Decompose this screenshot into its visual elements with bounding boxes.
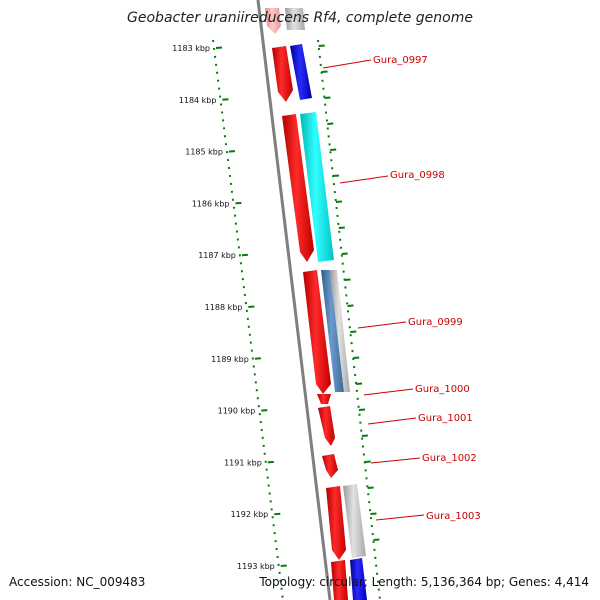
outer-ring-tick-mark — [358, 408, 366, 411]
cds-feature-pink — [265, 8, 281, 34]
outer-ring-tick-mark — [330, 148, 337, 151]
accession-text: Accession: NC_009483 — [9, 575, 146, 589]
gene-label-leader — [339, 175, 389, 184]
ruler-tick-mark — [261, 409, 268, 412]
gene-label: Gura_0998 — [390, 170, 445, 181]
genome-summary-text: Topology: circular; Length: 5,136,364 bp… — [259, 575, 589, 589]
cds-feature-blue — [350, 558, 367, 600]
ruler-tick-mark — [248, 305, 255, 308]
outer-ring-tick-mark — [318, 44, 325, 47]
ruler-ticks: 1183 kbp 1184 kbp 1185 kbp 1186 kbp 1187 kbp… — [172, 44, 287, 571]
outer-dotted-ring — [317, 39, 381, 600]
outer-ring-tick-mark — [373, 538, 380, 541]
ruler-tick-label: 1186 kbp — [192, 199, 230, 208]
outer-ring-tick-mark — [335, 200, 343, 203]
cds-feature-red — [326, 486, 346, 560]
gene-label-leader — [370, 457, 421, 464]
cds-feature-gray — [343, 484, 366, 558]
ruler-tick-mark — [254, 357, 261, 360]
gene-label: Gura_1001 — [418, 413, 473, 424]
ruler-tick-label: 1183 kbp — [172, 44, 210, 53]
cds-feature-red — [317, 394, 331, 404]
outer-ring-tick-mark — [356, 382, 363, 385]
cds-feature-red — [303, 270, 331, 394]
gene-label-leader — [367, 417, 417, 425]
outer-ring-ticks — [318, 44, 380, 541]
ruler-tick-mark — [280, 564, 287, 567]
ruler-tick-label: 1187 kbp — [198, 251, 236, 260]
gene-label-leader — [363, 388, 414, 396]
outer-ring-tick-mark — [353, 356, 360, 359]
outer-ring-tick-mark — [364, 460, 371, 463]
cds-feature-red — [272, 46, 293, 102]
ruler-tick-label: 1190 kbp — [218, 407, 256, 416]
outer-ring-tick-mark — [347, 304, 354, 307]
gene-label: Gura_0999 — [408, 317, 463, 328]
outer-ring-tick-mark — [332, 174, 340, 177]
ruler-tick-mark — [267, 460, 274, 464]
ruler-tick-mark — [235, 201, 242, 205]
ruler-tick-label: 1185 kbp — [185, 148, 223, 157]
ruler-tick-label: 1188 kbp — [205, 303, 243, 312]
cds-feature-gray — [285, 8, 305, 30]
outer-ring-tick-mark — [324, 96, 331, 99]
outer-ring-tick-mark — [370, 512, 377, 515]
outer-ring-tick-mark — [350, 330, 357, 333]
outer-ring-tick-mark — [361, 434, 368, 437]
cds-feature-cyan — [300, 112, 334, 262]
ruler-tick-mark — [274, 512, 281, 516]
map-title: Geobacter uraniireducens Rf4, complete g… — [127, 10, 473, 26]
ruler-tick-mark — [241, 253, 248, 257]
outer-ring-tick-mark — [341, 252, 348, 255]
cds-features — [265, 8, 367, 600]
gene-labels: Gura_0997 Gura_0998 Gura_0999 Gura_1000 … — [322, 55, 481, 522]
ruler-tick-label: 1193 kbp — [237, 562, 275, 571]
ruler-tick-label: 1189 kbp — [211, 355, 249, 364]
outer-ring-tick-mark — [321, 70, 328, 73]
gene-label: Gura_1003 — [426, 511, 481, 522]
gene-label-leader — [375, 514, 425, 521]
genome-backbone — [256, 0, 332, 600]
cds-feature-red — [331, 560, 348, 600]
outer-ring-tick-mark — [338, 226, 345, 229]
ruler-tick-label: 1191 kbp — [224, 458, 262, 467]
cds-feature-red — [282, 114, 314, 262]
cds-feature-red — [322, 454, 338, 478]
ruler-tick-label: 1184 kbp — [179, 96, 217, 105]
cds-feature-steel — [321, 270, 344, 392]
gene-label: Gura_1000 — [415, 384, 470, 395]
outer-ring-tick-mark — [344, 278, 351, 281]
gene-label: Gura_0997 — [373, 55, 428, 66]
ruler-tick-label: 1192 kbp — [231, 510, 269, 519]
gene-label: Gura_1002 — [422, 453, 477, 464]
cds-feature-red — [318, 406, 335, 446]
ruler-tick-mark — [215, 46, 223, 49]
gene-label-leader — [357, 321, 407, 329]
cds-feature-blue — [290, 44, 312, 100]
cds-feature-gray — [330, 270, 350, 392]
ruler-tick-mark — [228, 150, 236, 153]
outer-ring-tick-mark — [327, 122, 334, 125]
gene-label-leader — [322, 59, 372, 69]
ruler-tick-mark — [222, 98, 229, 101]
outer-ring-tick-mark — [367, 486, 374, 489]
